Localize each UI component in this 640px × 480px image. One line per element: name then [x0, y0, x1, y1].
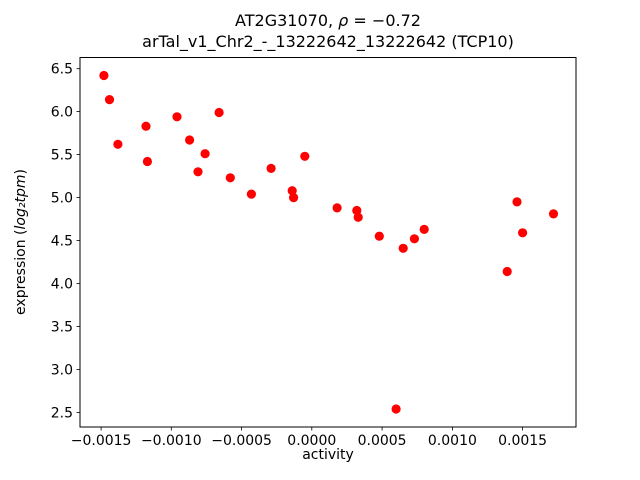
y-axis-label-math: log₂tpm: [13, 174, 29, 230]
y-tick-label: 6.5: [51, 62, 73, 78]
y-tick-label: 3.5: [51, 320, 73, 336]
y-axis-label-text: expression (: [13, 229, 29, 315]
scatter-point: [142, 156, 152, 167]
title-gene-id: AT2G31070,: [235, 11, 339, 30]
y-tick-label: 5.0: [51, 191, 73, 207]
scatter-point: [332, 203, 342, 213]
y-tick-label: 4.0: [51, 277, 73, 293]
scatter-point: [185, 135, 195, 145]
y-axis-label: expression (log₂tpm): [13, 169, 29, 315]
scatter-point: [200, 149, 210, 159]
scatter-point: [409, 234, 419, 244]
y-tick-label: 5.5: [51, 148, 73, 164]
plot-area: [79, 57, 577, 428]
scatter-point: [225, 173, 235, 183]
x-tick-label: 0.0000: [287, 433, 336, 449]
y-tick-label: 6.0: [51, 105, 73, 121]
y-axis-label-close: ): [13, 169, 29, 175]
chart-subtitle: arTal_v1_Chr2_-_13222642_13222642 (TCP10…: [142, 32, 514, 51]
scatter-point: [246, 189, 256, 199]
scatter-point: [193, 167, 203, 177]
x-tick-label: −0.0005: [211, 433, 272, 449]
scatter-point: [502, 266, 512, 277]
scatter-point: [113, 139, 123, 149]
y-tick-label: 4.5: [51, 234, 73, 250]
x-tick-label: 0.0010: [428, 433, 477, 449]
scatter-point: [391, 404, 401, 414]
scatter-point: [141, 121, 151, 131]
scatter-point: [104, 95, 115, 105]
scatter-point: [266, 163, 276, 173]
chart-title-block: AT2G31070, ρ = −0.72 arTal_v1_Chr2_-_132…: [80, 10, 576, 52]
x-tick-label: 0.0015: [498, 433, 547, 449]
scatter-point: [518, 228, 528, 238]
x-tick-label: 0.0005: [358, 433, 407, 449]
scatter-point: [548, 209, 559, 219]
y-tick-label: 3.0: [51, 362, 73, 378]
scatter-point: [353, 212, 363, 222]
scatter-point: [289, 193, 299, 203]
title-rho-value: = −0.72: [348, 11, 421, 30]
rho-symbol: ρ: [338, 11, 349, 30]
x-tick-label: −0.0010: [141, 433, 202, 449]
scatter-point: [300, 151, 310, 161]
scatter-point: [419, 224, 429, 234]
scatter-point: [374, 231, 384, 241]
scatter-point: [398, 243, 408, 253]
chart-title: AT2G31070, ρ = −0.72: [80, 10, 576, 31]
scatter-point: [214, 107, 224, 118]
x-axis-label: activity: [302, 447, 354, 463]
scatter-point: [99, 70, 109, 81]
scatter-point: [287, 186, 297, 196]
y-tick-label: 2.5: [51, 405, 73, 421]
x-tick-label: −0.0015: [71, 433, 132, 449]
scatter-point: [512, 197, 522, 207]
scatter-point: [172, 112, 182, 122]
